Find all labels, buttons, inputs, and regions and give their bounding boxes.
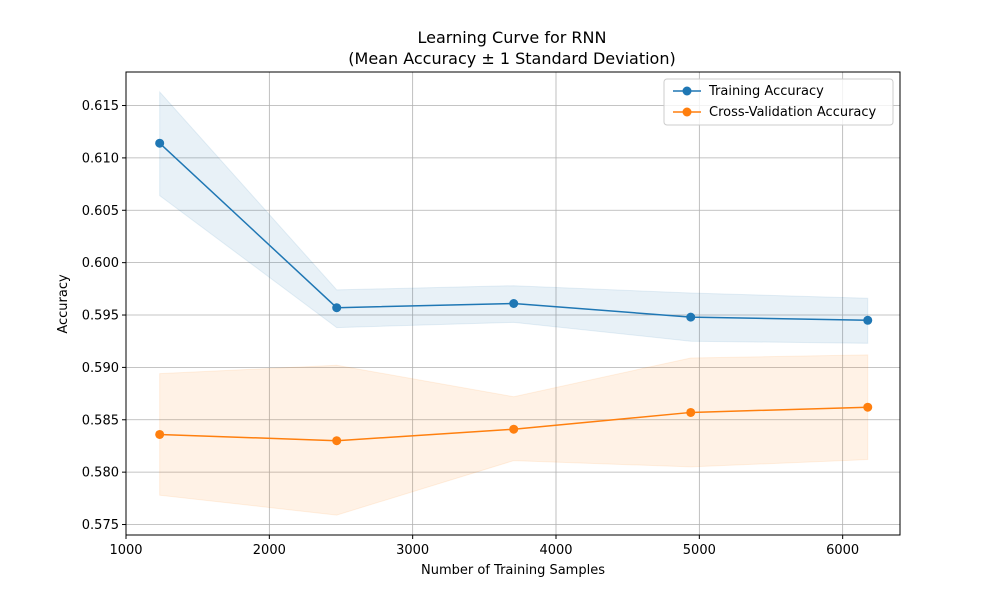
cross-validation-point bbox=[509, 424, 519, 434]
legend-marker-training bbox=[682, 86, 692, 96]
training-point bbox=[155, 138, 165, 148]
std-bands bbox=[159, 90, 869, 516]
y-tick-label: 0.600 bbox=[82, 256, 119, 271]
x-tick-label: 2000 bbox=[253, 543, 286, 558]
y-tick-label: 0.585 bbox=[82, 413, 119, 428]
y-tick-label: 0.610 bbox=[82, 151, 119, 166]
training-point bbox=[686, 312, 696, 322]
series-points bbox=[155, 138, 873, 446]
x-axis-ticks: 1000 2000 3000 4000 5000 6000 bbox=[109, 535, 859, 558]
training-std-band bbox=[159, 90, 869, 344]
grid-lines bbox=[125, 72, 900, 535]
y-tick-label: 0.590 bbox=[82, 361, 119, 376]
legend-box bbox=[663, 78, 894, 126]
y-tick-label: 0.580 bbox=[82, 466, 119, 481]
y-tick-label: 0.615 bbox=[82, 99, 119, 114]
y-tick-label: 0.605 bbox=[82, 204, 119, 219]
y-tick-label: 0.595 bbox=[82, 309, 119, 324]
training-point bbox=[509, 299, 519, 308]
x-tick-label: 6000 bbox=[826, 543, 859, 558]
plot-frame bbox=[125, 71, 901, 536]
y-axis-label: Accuracy bbox=[56, 274, 71, 334]
x-axis-label: Number of Training Samples bbox=[421, 563, 605, 578]
x-tick-label: 4000 bbox=[539, 543, 572, 558]
legend-label-cross-validation: Cross-Validation Accuracy bbox=[709, 105, 877, 120]
cross-validation-point bbox=[863, 402, 873, 412]
cross-validation-point bbox=[332, 436, 342, 446]
x-tick-label: 5000 bbox=[683, 543, 716, 558]
x-tick-label: 1000 bbox=[109, 543, 142, 558]
legend-label-training: Training Accuracy bbox=[708, 84, 824, 99]
training-point bbox=[863, 315, 873, 325]
cross-validation-point bbox=[155, 429, 165, 439]
legend-marker-cross-validation bbox=[682, 107, 692, 117]
cross-validation-point bbox=[686, 407, 696, 417]
training-point bbox=[332, 303, 342, 313]
y-tick-label: 0.575 bbox=[82, 518, 119, 533]
legend: Training Accuracy Cross-Validation Accur… bbox=[663, 78, 894, 126]
cross-validation-std-band bbox=[159, 354, 869, 516]
x-tick-label: 3000 bbox=[396, 543, 429, 558]
chart-title: Learning Curve for RNN bbox=[418, 28, 607, 47]
y-axis-ticks: 0.575 0.580 0.585 0.590 0.595 0.600 0.605 0.610… bbox=[82, 99, 126, 533]
chart-subtitle: (Mean Accuracy ± 1 Standard Deviation) bbox=[348, 49, 675, 68]
